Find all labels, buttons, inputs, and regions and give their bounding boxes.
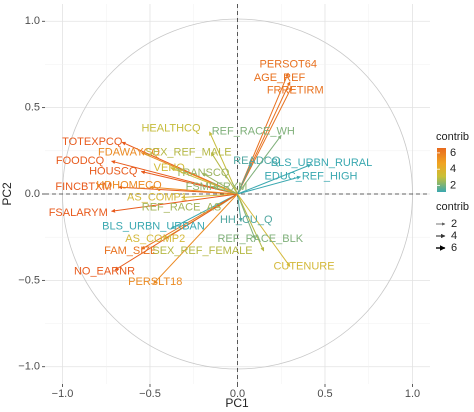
variable-arrow <box>140 152 238 195</box>
variable-arrow <box>114 193 238 271</box>
y-axis-ticks: −1.0 −0.5 0.0 0.5 1.0 <box>18 15 45 373</box>
variable-arrow <box>149 185 238 195</box>
variable-arrow <box>237 193 243 223</box>
variable-label: FAM_SIZE <box>104 245 157 257</box>
variable-arrow <box>170 193 238 229</box>
variable-label: PERSLT18 <box>128 276 182 288</box>
variable-arrow <box>140 170 238 195</box>
variable-label: TOTEXPCQ <box>62 136 123 148</box>
size-legend-label: 6 <box>451 242 457 254</box>
variable-label: FSALARYM <box>49 207 108 219</box>
color-legend-tick-label: 6 <box>450 147 456 159</box>
y-axis-title: PC2 <box>0 182 14 206</box>
variable-label: REF_RACE_BLK <box>217 233 303 245</box>
variable-label: FDAWAYCQ <box>98 146 160 158</box>
variable-label: PERSOT64 <box>260 58 317 70</box>
variable-label: TRANSCQ <box>176 167 230 179</box>
size-legend-entries: 246 <box>436 218 457 254</box>
variable-label: BLS_URBN_URBAN <box>102 221 205 233</box>
variable-label: AGE_REF <box>254 72 306 84</box>
variable-label: FINCBTXM <box>55 181 111 193</box>
variable-arrow <box>210 152 238 195</box>
y-tick-label: 1.0 <box>25 15 40 27</box>
variable-label: FSMPFRXM <box>186 181 248 193</box>
variable-arrow <box>170 167 238 195</box>
x-tick-label: 0.5 <box>317 388 332 400</box>
x-tick-label: −1.0 <box>52 388 74 400</box>
color-legend-tick-label: 2 <box>450 179 456 191</box>
variable-label: CUTENURE <box>273 260 334 272</box>
variable-label: FOODCQ <box>56 155 105 167</box>
y-tick-label: −1.0 <box>18 361 40 373</box>
variable-label: HH_CU_Q <box>220 214 273 226</box>
variable-label: HEALTHCQ <box>141 122 201 134</box>
variable-arrow <box>209 131 238 195</box>
size-legend: contrib 246 <box>436 201 469 254</box>
variable-arrow <box>212 186 238 195</box>
variable-label: EDUC_REF_HIGH <box>265 171 358 183</box>
variable-arrow <box>237 134 282 195</box>
color-legend: contrib 6 4 2 <box>436 131 469 192</box>
size-legend-label: 2 <box>451 218 457 230</box>
size-legend-title: contrib <box>436 201 469 213</box>
variable-arrow <box>181 193 238 200</box>
variable-label: BLS_URBN_RURAL <box>271 157 372 169</box>
variable-label: FRRETIRM <box>267 84 324 96</box>
size-legend-label: 4 <box>451 230 457 242</box>
color-legend-title: contrib <box>436 131 469 143</box>
x-axis-ticks: −1.0 −0.5 0.0 0.5 1.0 <box>52 384 420 400</box>
x-tick-label: −0.5 <box>139 388 161 400</box>
variable-arrow <box>111 193 238 213</box>
variable-arrow <box>237 175 301 195</box>
variable-label: HDHOMECQ <box>96 179 162 191</box>
variable-arrow <box>140 193 238 250</box>
variable-arrow <box>153 193 238 285</box>
color-legend-gradient <box>437 148 446 192</box>
variable-label: VEHQ <box>154 162 186 174</box>
variable-arrow <box>237 164 312 195</box>
x-tick-label: 1.0 <box>405 388 420 400</box>
color-legend-tick-label: 4 <box>450 163 456 175</box>
variable-arrow <box>237 193 265 252</box>
variable-label: HOUSCQ <box>89 165 138 177</box>
variable-arrow <box>237 86 293 195</box>
variable-label: REF_RACE_AS <box>142 202 221 214</box>
variable-arrow <box>237 193 291 267</box>
variable-label: AS_COMP2 <box>125 233 185 245</box>
x-axis-title: PC1 <box>225 396 249 410</box>
variable-label: AS_COMP1 <box>127 191 187 203</box>
variable-label: SEX_REF_MALE <box>145 146 231 158</box>
variable-label: SEX_REF_FEMALE <box>152 245 252 257</box>
variable-label: NO_EARNR <box>74 266 135 278</box>
y-tick-label: 0.0 <box>25 188 40 200</box>
variable-label: REF_RACE_WH <box>212 126 295 138</box>
color-legend-ticks: 6 4 2 <box>437 147 456 191</box>
variable-arrows <box>111 72 312 285</box>
variable-label: READCQ <box>233 155 281 167</box>
x-tick-label: 0.0 <box>230 388 245 400</box>
variable-arrow <box>237 162 252 195</box>
variable-arrow <box>237 72 289 195</box>
y-tick-label: 0.5 <box>25 102 40 114</box>
y-tick-label: −0.5 <box>18 274 40 286</box>
variable-arrow <box>202 172 238 195</box>
